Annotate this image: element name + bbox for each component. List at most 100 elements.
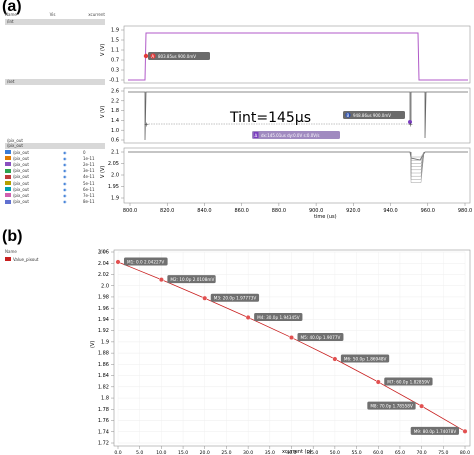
legend-row[interactable]: /pix_out ◉ 6e-11	[5, 186, 105, 192]
panel-a-label: (a)	[2, 0, 22, 15]
marker-box	[297, 333, 344, 342]
panel-b-ylabel: (V)	[90, 341, 96, 348]
legend-row[interactable]: /pix_out ◉ 8e-11	[5, 199, 105, 205]
legend-swatch	[5, 181, 11, 186]
marker-a-letter: A	[151, 54, 154, 59]
panel-a-legend: Name Vis xcurrent /int /set /pix_out /pi…	[5, 12, 105, 205]
marker-a-badge	[150, 53, 156, 59]
visibility-eye-icon[interactable]: ◉	[63, 168, 67, 174]
data-point[interactable]	[115, 259, 121, 265]
marker-b-box	[343, 111, 405, 119]
marker-label: M1: 0.0 2.04227V	[127, 259, 164, 264]
delta-letter: Δ	[255, 133, 258, 138]
visibility-eye-icon[interactable]: ◉	[63, 161, 67, 167]
x-tick-label: 35.0	[265, 450, 275, 455]
marker-a-text: 803.85us 900.0mV	[158, 54, 196, 59]
visibility-eye-icon[interactable]: ◉	[63, 155, 67, 161]
y-tick-label: 1.86	[98, 362, 109, 368]
x-tick-label: 70.0	[417, 450, 427, 455]
data-point[interactable]	[202, 295, 208, 301]
data-point[interactable]	[288, 335, 295, 341]
x-tick-label: 10.0	[156, 450, 166, 455]
y-tick-label: 2.2	[111, 98, 119, 104]
legend-swatch	[5, 174, 11, 179]
legend-row[interactable]: /pix_out ◉ 2e-11	[5, 161, 105, 167]
pix-trace	[128, 151, 468, 161]
legend-row[interactable]: /pix_out ◉ 4e-11	[5, 174, 105, 180]
marker-a-box	[148, 52, 210, 60]
legend-row-name: /pix_out	[13, 155, 29, 161]
y-tick-label: 1.1	[111, 48, 119, 54]
x-tick-label: 25.0	[221, 450, 231, 455]
marker-label: M9: 80.0p 1.74078V	[414, 429, 457, 434]
x-tick-label: 80.0	[460, 450, 470, 455]
legend-row[interactable]: /pix_out ◉ 1e-11	[5, 155, 105, 161]
legend-group-pix-out[interactable]: /pix_out	[5, 139, 105, 143]
y-tick-label: 1.9	[111, 28, 119, 34]
legend-b-row[interactable]: Value_pixout	[5, 256, 105, 262]
marker-label: M5: 40.0p 1.9077V	[301, 335, 341, 340]
legend-subgroup-pix-out[interactable]: /pix_out	[5, 143, 105, 149]
data-point[interactable]	[375, 379, 381, 385]
legend-row[interactable]: /pix_out ◉ 7e-11	[5, 192, 105, 198]
y-tick-label: 1.92	[98, 328, 109, 334]
y-tick-label: 1.9	[101, 339, 109, 345]
marker-label: M7: 60.0p 1.82859V	[387, 379, 430, 384]
marker-box	[340, 354, 390, 363]
panel-b-chart: (V) xcurrent (p) 2.062.042.022.01.981.96…	[90, 250, 471, 455]
x-tick-label: 880.0	[272, 208, 286, 214]
marker-label: M4: 30.0p 1.94345V	[257, 315, 300, 320]
marker-label: M3: 20.0p 1.97773V	[214, 296, 257, 301]
y-tick-label: 1.96	[98, 306, 109, 312]
legend-row-name: /pix_out	[13, 192, 29, 198]
data-point[interactable]	[158, 277, 164, 283]
y-tick-label: 1.76	[98, 418, 109, 424]
visibility-eye-icon[interactable]: ◉	[63, 149, 67, 155]
pix-fan-line	[410, 151, 425, 183]
x-tick-label: 920.0	[346, 208, 360, 214]
visibility-eye-icon[interactable]: ◉	[63, 174, 67, 180]
subplot-set-ylabel: V (V)	[100, 106, 106, 118]
y-tick-label: 2.1	[111, 150, 119, 156]
data-point[interactable]	[462, 428, 468, 434]
pix-trace-fan	[410, 151, 425, 183]
legend-b-header-name: Name	[5, 249, 17, 254]
x-tick-label: 820.0	[160, 208, 174, 214]
x-tick-label: 860.0	[235, 208, 249, 214]
marker-a-dot	[143, 53, 149, 59]
y-tick-label: 2.02	[98, 272, 109, 278]
panel-b-y-ticks: 2.06 2.04 2.02 2.0 1.98 1.96 1.94 1.92 1.9 1.88 1.…	[98, 250, 114, 447]
marker-box	[254, 312, 303, 321]
visibility-eye-icon[interactable]: ◉	[63, 192, 67, 198]
legend-row-name: /pix_out	[13, 180, 29, 186]
data-point[interactable]	[245, 314, 251, 321]
legend-header-xcurrent: xcurrent	[88, 12, 105, 17]
data-point[interactable]	[419, 403, 425, 409]
y-tick-label: 1.94	[98, 317, 109, 323]
visibility-eye-icon[interactable]: ◉	[63, 199, 67, 205]
legend-row[interactable]: /pix_out ◉ 3e-11	[5, 168, 105, 174]
legend-row[interactable]: /pix_out ◉ 0	[5, 149, 105, 155]
subplot-int-ylabel: V (V)	[100, 44, 106, 56]
marker-box	[367, 401, 416, 410]
panel-b-x-ticks: 0.0 5.0 10.0 15.0 20.0 25.0 30.0 35.0 40.0 45.0 50…	[114, 446, 470, 455]
marker-label: M6: 50.0p 1.86948V	[344, 357, 387, 362]
marker-box	[410, 426, 459, 435]
x-tick-label: 45.0	[308, 450, 318, 455]
y-tick-label: 1.82	[98, 384, 109, 390]
legend-b-header-vis: Vis	[99, 249, 105, 254]
data-point[interactable]	[332, 356, 338, 362]
x-tick-label: 960.0	[421, 208, 435, 214]
legend-group-int[interactable]: /int	[5, 19, 105, 25]
y-tick-label: 2.06	[98, 250, 109, 256]
panel-b-series: M1: 0.0 2.04227V M2: 10.0p 2.0108mV M3: 20…	[115, 257, 468, 435]
legend-swatch	[5, 162, 11, 167]
y-tick-label: 1.98	[98, 295, 109, 301]
y-tick-label: 1.78	[98, 407, 109, 413]
visibility-eye-icon[interactable]: ◉	[63, 180, 67, 186]
legend-row[interactable]: /pix_out ◉ 5e-11	[5, 180, 105, 186]
marker-label: M8: 70.0p 1.78558V	[370, 404, 413, 409]
visibility-eye-icon[interactable]: ◉	[63, 186, 67, 192]
legend-group-set[interactable]: /set	[5, 79, 105, 85]
y-tick-label: 2.04	[98, 261, 109, 267]
